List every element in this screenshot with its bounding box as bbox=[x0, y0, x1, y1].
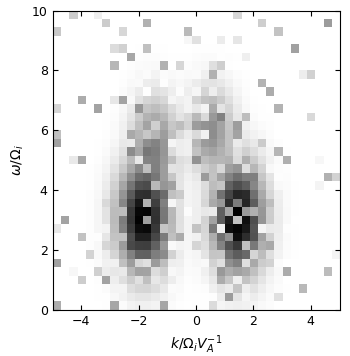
Y-axis label: $\omega/\Omega_i$: $\omega/\Omega_i$ bbox=[10, 144, 26, 176]
X-axis label: $k/\Omega_i V_A^{-1}$: $k/\Omega_i V_A^{-1}$ bbox=[170, 333, 222, 356]
